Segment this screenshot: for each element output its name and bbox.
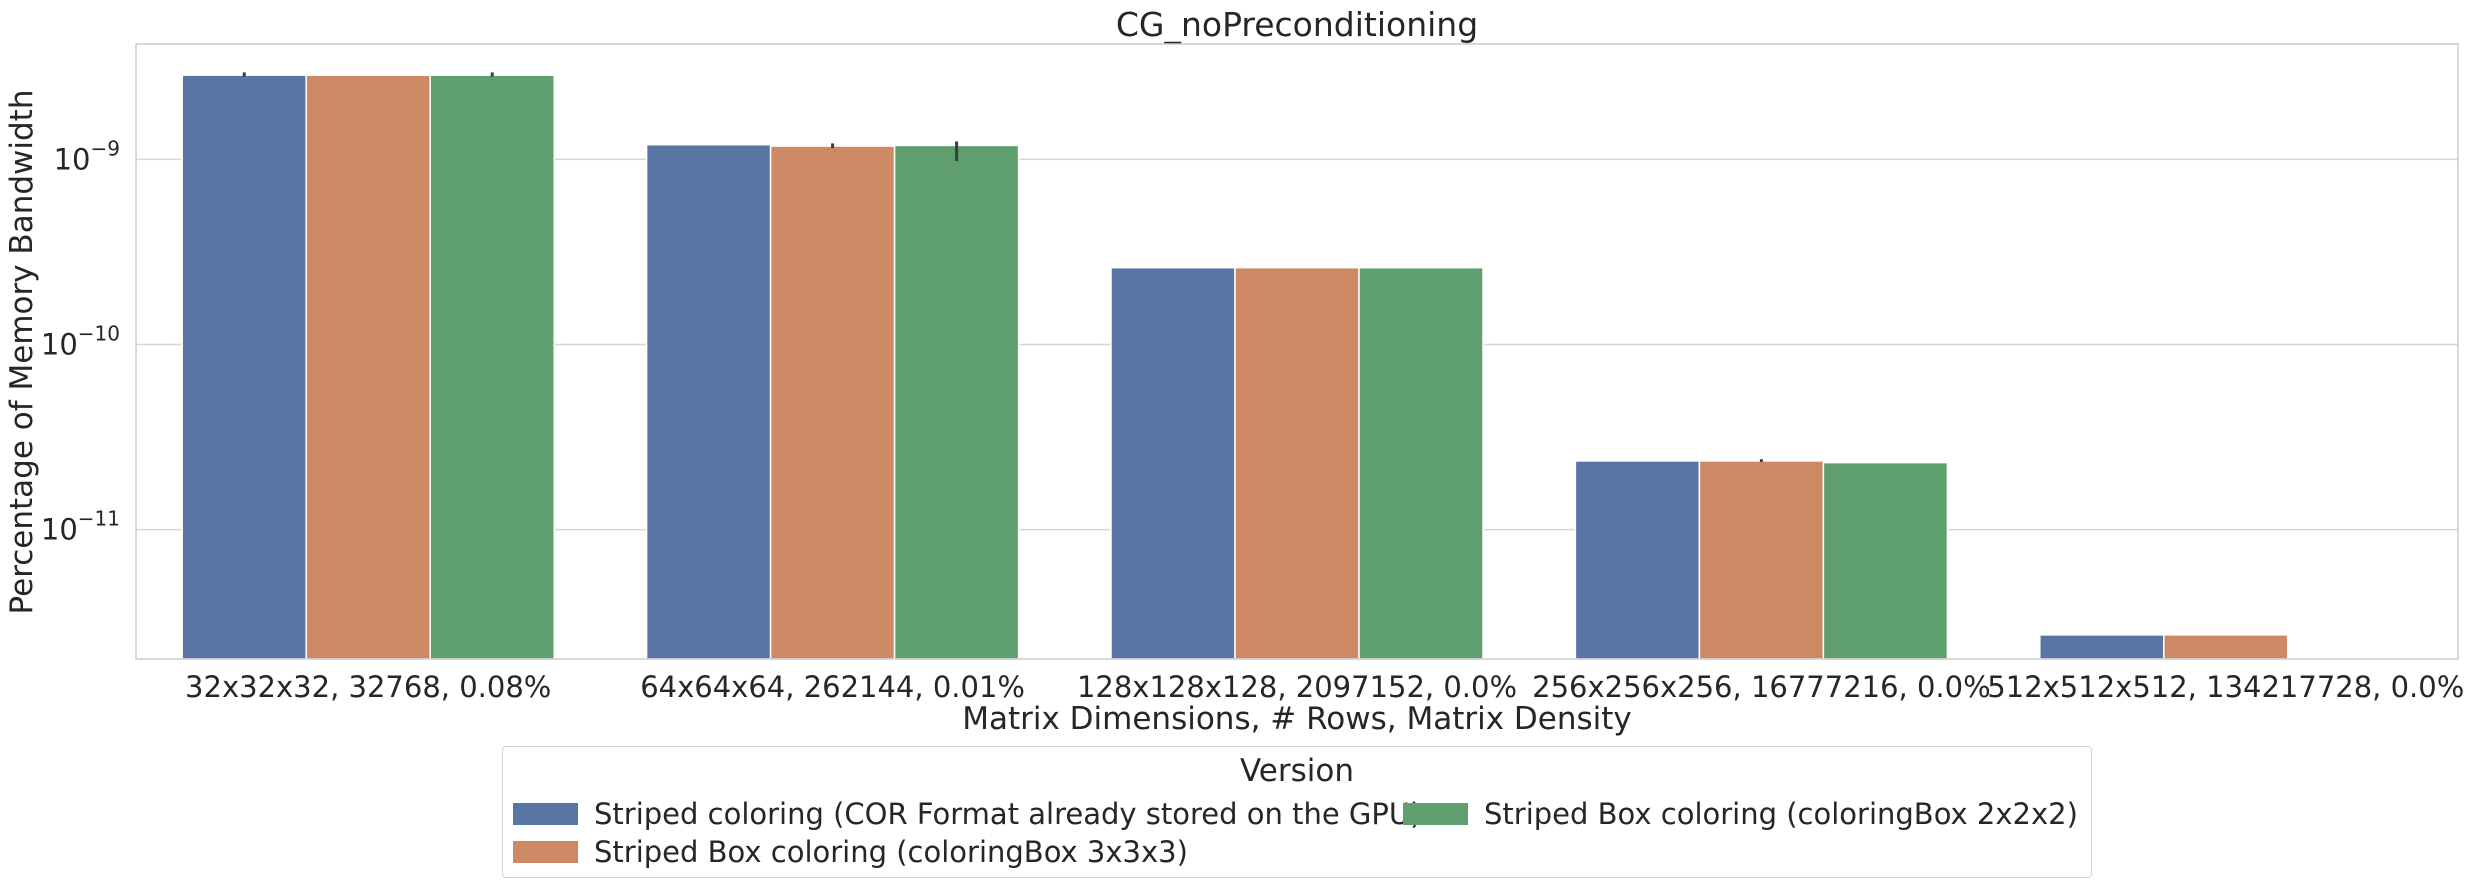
bar-0-2: [429, 74, 555, 660]
x-tick-labels: 32x32x32, 32768, 0.08% 64x64x64, 262144, …: [185, 670, 2464, 704]
legend-entry-0: Striped coloring (COR Format already sto…: [513, 797, 1421, 831]
bar-2-0: [1110, 266, 1236, 660]
bar-3-1: [1698, 460, 1825, 660]
x-tick-label-3: 256x256x256, 16777216, 0.0%: [1532, 670, 1991, 704]
bar-3-2: [1822, 461, 1949, 660]
legend-label-1: Striped Box coloring (coloringBox 3x3x3): [594, 835, 1188, 869]
error-bars: [242, 72, 1763, 462]
legend-swatch-1: [513, 841, 578, 863]
x-axis-label: Matrix Dimensions, # Rows, Matrix Densit…: [962, 701, 1632, 737]
bar-2-1: [1234, 266, 1360, 660]
bar-1-0: [645, 143, 772, 660]
bar-2-2: [1358, 266, 1484, 660]
legend-entry-1: Striped Box coloring (coloringBox 3x3x3): [513, 835, 1188, 869]
y-tick-label-1: 10−10: [41, 321, 120, 361]
bar-4-1: [2163, 634, 2289, 660]
legend-swatch-2: [1403, 803, 1468, 825]
plot-frame: [135, 43, 2459, 660]
legend-label-0: Striped coloring (COR Format already sto…: [594, 797, 1422, 831]
bar-1-1: [769, 145, 896, 660]
x-tick-label-2: 128x128x128, 2097152, 0.0%: [1077, 670, 1517, 704]
bar-0-0: [181, 74, 307, 660]
y-axis-label: Percentage of Memory Bandwidth: [4, 90, 40, 615]
y-tick-label-2: 10−11: [41, 507, 120, 547]
bar-1-2: [893, 144, 1020, 660]
legend-entry-2: Striped Box coloring (coloringBox 2x2x2): [1403, 797, 2078, 831]
x-tick-label-1: 64x64x64, 262144, 0.01%: [640, 670, 1025, 704]
legend-title: Version: [1240, 753, 1354, 789]
bars: [181, 74, 2289, 660]
bar-3-0: [1574, 460, 1701, 660]
x-tick-label-0: 32x32x32, 32768, 0.08%: [185, 670, 551, 704]
y-tick-labels: 10−9 10−10 10−11: [41, 136, 120, 546]
legend-swatch-0: [513, 803, 578, 825]
chart-title: CG_noPreconditioning: [1116, 5, 1478, 44]
bar-0-1: [305, 74, 431, 660]
chart: CG_noPreconditioning 10−9 10−10 10−11 32x3…: [4, 5, 2464, 737]
y-tick-label-0: 10−9: [54, 136, 120, 176]
bar-4-0: [2039, 634, 2165, 660]
x-tick-label-4: 512x512x512, 134217728, 0.0%: [1987, 670, 2464, 704]
legend-label-2: Striped Box coloring (coloringBox 2x2x2): [1484, 797, 2078, 831]
legend: Version Striped coloring (COR Format alr…: [502, 746, 2092, 878]
